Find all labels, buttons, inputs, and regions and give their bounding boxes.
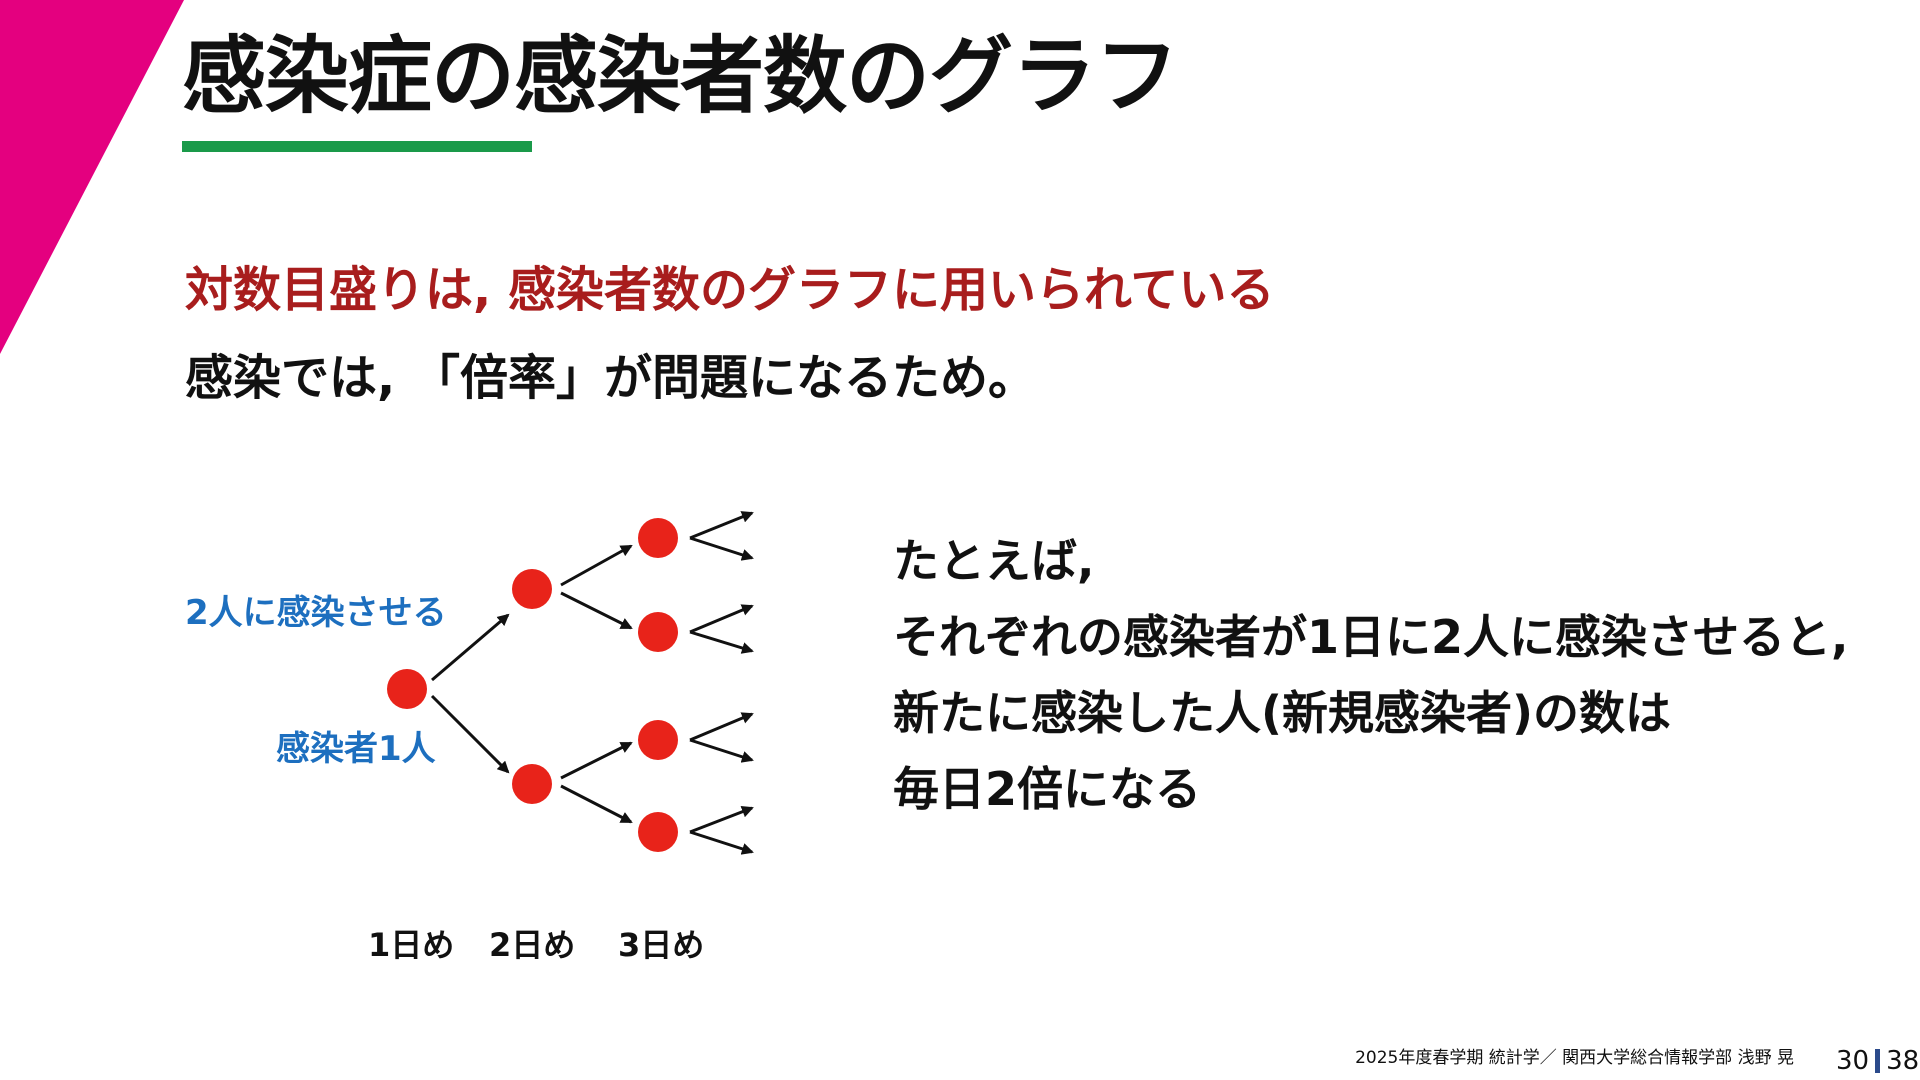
infected-node-day2-lower <box>512 764 552 804</box>
arrow-day3-a-up <box>689 511 754 540</box>
arrow-day3-c-up <box>689 712 754 742</box>
day-label-1: 1日め <box>368 926 454 964</box>
explanation-line-3: 新たに感染した人(新規感染者)の数は <box>893 686 1672 740</box>
arrow-day2-upper-to-day3-a <box>560 544 633 587</box>
page-current: 30 <box>1836 1046 1870 1076</box>
slide-title: 感染症の感染者数のグラフ <box>182 27 1179 125</box>
arrow-day2-lower-to-day3-c <box>560 741 633 780</box>
arrow-day1-to-day2-lower <box>430 694 510 774</box>
explanation-line-1: たとえば, <box>893 534 1095 588</box>
day-label-3: 3日め <box>618 926 704 964</box>
arrow-day3-d-up <box>689 806 754 834</box>
explanation-block: たとえば, それぞれの感染者が1日に2人に感染させると, 新たに感染した人(新規… <box>893 523 1849 827</box>
infected-node-day3-d <box>638 812 678 852</box>
day-label-2: 2日め <box>489 926 575 964</box>
infected-node-day3-b <box>638 612 678 652</box>
label-one-infected: 感染者1人 <box>276 729 436 769</box>
page-separator-bar <box>1875 1049 1881 1073</box>
infected-node-day2-upper <box>512 569 552 609</box>
lead-reason: 感染では, 「倍率」が問題になるため。 <box>185 350 1036 406</box>
title-underline <box>182 141 532 152</box>
page-indicator: 30 38 <box>1836 1046 1919 1076</box>
explanation-line-4: 毎日2倍になる <box>893 762 1202 816</box>
arrow-day2-upper-to-day3-b <box>560 591 633 630</box>
arrow-day1-to-day2-upper <box>431 613 510 682</box>
arrow-day3-b-up <box>689 604 754 634</box>
arrow-day3-d-down <box>689 830 754 855</box>
infected-node-day1 <box>387 669 427 709</box>
footer-course-info: 2025年度春学期 統計学／ 関西大学総合情報学部 浅野 晃 <box>1355 1048 1794 1068</box>
label-spread-to-two: 2人に感染させる <box>185 593 447 633</box>
lead-statement: 対数目盛りは, 感染者数のグラフに用いられている <box>185 262 1275 318</box>
arrow-day3-b-down <box>689 630 754 654</box>
infected-node-day3-c <box>638 720 678 760</box>
arrow-day3-a-down <box>689 536 754 561</box>
page-total: 38 <box>1886 1046 1920 1076</box>
infected-node-day3-a <box>638 518 678 558</box>
corner-accent-triangle <box>0 0 184 354</box>
arrow-day3-c-down <box>689 738 754 763</box>
explanation-line-2: それぞれの感染者が1日に2人に感染させると, <box>893 610 1849 664</box>
arrow-day2-lower-to-day3-d <box>560 784 633 824</box>
